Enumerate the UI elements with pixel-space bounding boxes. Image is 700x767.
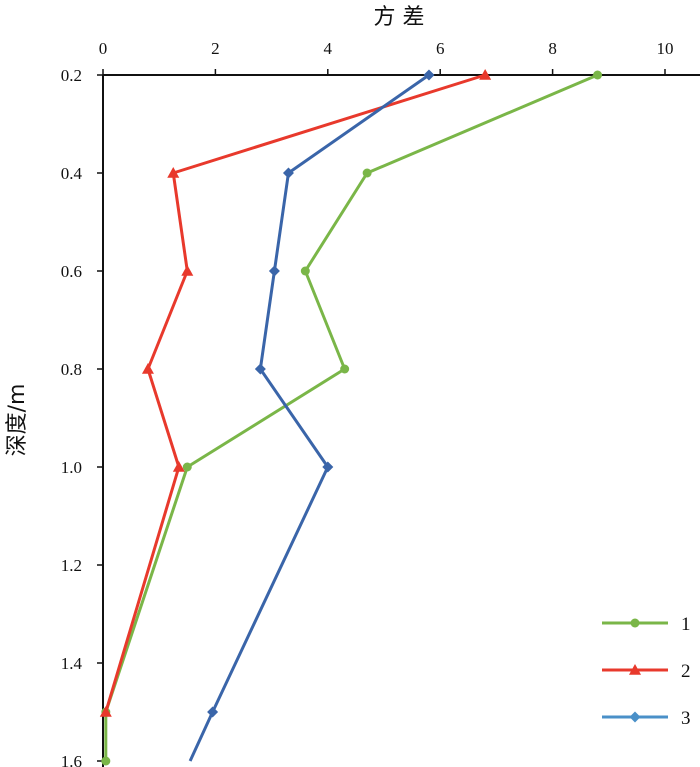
axes: 0 2 4 6 8 10 0.2 0.4 0.6 0.8 1.0 1.2 1.4 1.6 xyxy=(61,39,700,767)
x-tick-label: 10 xyxy=(657,39,674,58)
y-tick-label: 0.6 xyxy=(61,262,82,281)
series-3-point xyxy=(207,706,219,718)
y-tick-label: 1.6 xyxy=(61,752,82,767)
x-axis-title: 方 差 xyxy=(374,5,425,30)
y-tick-label: 1.2 xyxy=(61,556,82,575)
x-tick-label: 8 xyxy=(548,39,557,58)
series-3-line xyxy=(188,73,430,762)
x-tick-label: 2 xyxy=(211,39,220,58)
x-tick-label: 4 xyxy=(324,39,333,58)
series-2-line xyxy=(104,73,486,713)
series-layer xyxy=(99,69,603,766)
x-tick-label: 6 xyxy=(436,39,445,58)
series-2 xyxy=(99,69,492,717)
legend: 1 2 3 xyxy=(602,614,691,729)
legend-item-3: 3 xyxy=(602,708,691,729)
y-axis-title: 深度/m xyxy=(5,384,30,457)
series-2-point xyxy=(99,706,112,717)
series-1-line xyxy=(104,73,599,761)
series-1-point xyxy=(362,168,372,178)
y-tick-label: 1.4 xyxy=(61,654,83,673)
series-3-point xyxy=(268,265,280,277)
series-3-point xyxy=(282,167,294,179)
legend-label: 2 xyxy=(681,661,691,682)
series-2-point xyxy=(479,69,492,80)
series-1-point xyxy=(593,70,603,80)
legend-label: 1 xyxy=(681,614,691,635)
series-1-point xyxy=(182,462,192,472)
y-axis-title-group: 深度/m xyxy=(5,384,30,457)
legend-marker xyxy=(629,711,641,723)
series-1-point xyxy=(300,266,310,276)
x-tick-label: 0 xyxy=(99,39,108,58)
legend-marker xyxy=(629,664,641,675)
series-2-point xyxy=(167,167,180,178)
y-tick-label: 0.4 xyxy=(61,164,83,183)
series-3-point xyxy=(254,363,266,375)
series-2-point xyxy=(172,461,185,472)
series-1-point xyxy=(340,364,350,374)
legend-label: 3 xyxy=(681,708,691,729)
series-2-point xyxy=(141,363,154,374)
legend-marker xyxy=(630,618,640,628)
series-3-point xyxy=(322,461,334,473)
y-tick-label: 0.8 xyxy=(61,360,82,379)
y-tick-label: 1.0 xyxy=(61,458,82,477)
series-2-point xyxy=(181,265,194,276)
legend-item-2: 2 xyxy=(602,661,691,682)
series-3 xyxy=(188,69,435,762)
series-1-point xyxy=(101,756,111,766)
legend-item-1: 1 xyxy=(602,614,691,635)
series-3-point xyxy=(423,69,435,81)
y-tick-label: 0.2 xyxy=(61,66,82,85)
